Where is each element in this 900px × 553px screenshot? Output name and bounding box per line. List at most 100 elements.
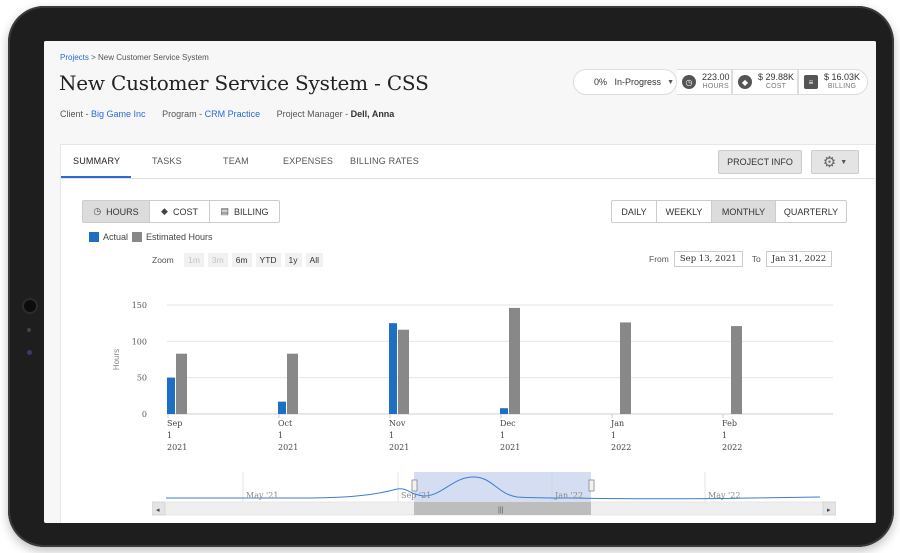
project-info-button[interactable]: PROJECT INFO xyxy=(718,150,802,174)
zoom-label: Zoom xyxy=(152,255,174,265)
manager-value: Dell, Anna xyxy=(350,109,395,119)
summary-card: SUMMARY TASKS TEAM EXPENSES BILLING RATE… xyxy=(60,144,876,523)
kpi-billing-label: BILLING xyxy=(827,83,857,90)
app-screen: Projects > New Customer Service System N… xyxy=(44,41,876,523)
tab-team[interactable]: TEAM xyxy=(223,156,249,166)
breadcrumb-current: New Customer Service System xyxy=(98,53,209,62)
kpi-cost-value: $ 29.88K xyxy=(758,72,795,82)
legend-actual[interactable]: Actual xyxy=(103,232,129,242)
grip-icon: ||| xyxy=(498,507,504,514)
zoom-1y-button[interactable]: 1y xyxy=(284,253,302,267)
billing-icon: ≡ xyxy=(804,75,818,89)
sensor-icon xyxy=(27,350,32,355)
y-tick-label: 50 xyxy=(137,374,147,383)
zoom-1m-button[interactable]: 1m xyxy=(184,253,204,267)
x-tick-label: 2021 xyxy=(167,443,187,452)
tab-expenses[interactable]: EXPENSES xyxy=(283,156,334,166)
navigator-scrollbar-thumb[interactable] xyxy=(414,502,591,515)
tab-tasks[interactable]: TASKS xyxy=(152,156,182,166)
quarterly-button[interactable]: QUARTERLY xyxy=(783,206,839,217)
bar-actual[interactable] xyxy=(500,408,508,414)
hours-toggle-button[interactable]: ◷ HOURS xyxy=(83,201,150,222)
bar-estimated[interactable] xyxy=(287,353,298,414)
weekly-button[interactable]: WEEKLY xyxy=(657,201,712,222)
sensor-icon xyxy=(27,328,31,332)
project-header: Projects > New Customer Service System N… xyxy=(44,41,876,133)
navigator-left-handle[interactable] xyxy=(411,479,418,492)
x-tick-label: 2021 xyxy=(278,443,298,452)
x-tick-label: 2022 xyxy=(611,443,631,452)
navigator-series-line xyxy=(166,476,821,500)
tab-bar: SUMMARY TASKS TEAM EXPENSES BILLING RATE… xyxy=(61,145,876,179)
x-tick-label: 2022 xyxy=(722,443,742,452)
billing-toggle-label: BILLING xyxy=(234,206,269,217)
status-state: In-Progress xyxy=(614,77,662,87)
from-date-input[interactable]: Sep 13, 2021 xyxy=(673,251,743,267)
tag-icon: ◆ xyxy=(161,206,168,216)
x-tick-label: Feb xyxy=(722,419,737,428)
scroll-left-button[interactable] xyxy=(152,501,166,516)
to-label: To xyxy=(751,254,761,264)
x-tick-label: Nov xyxy=(389,419,406,428)
bar-estimated[interactable] xyxy=(176,353,187,414)
breadcrumb-projects-link[interactable]: Projects xyxy=(60,53,89,62)
program-link[interactable]: CRM Practice xyxy=(204,109,261,119)
from-label: From xyxy=(649,254,669,264)
chart-navigator[interactable]: May '21 Sep '21 Jan '22 May '22 ◂ ||| ▸ xyxy=(152,472,836,516)
navigator-right-handle[interactable] xyxy=(588,479,595,492)
caret-down-icon: ▼ xyxy=(667,78,674,86)
bar-actual[interactable] xyxy=(389,323,397,414)
x-tick-label: Sep xyxy=(167,419,182,428)
navigator-label-may21: May '21 xyxy=(246,491,278,500)
kpi-billing: ≡ $ 16.03K BILLING xyxy=(798,69,868,95)
to-date-input[interactable]: Jan 31, 2022 xyxy=(765,251,833,267)
x-tick-label: Jan xyxy=(610,419,624,428)
kpi-hours-label: HOURS xyxy=(702,83,729,90)
hours-bar-chart: 0 50 100 150 Hours Sep 1 2021 Oct 1 2021 Nov 1 2021 De… xyxy=(112,301,833,452)
zoom-3m-button[interactable]: 3m xyxy=(207,253,228,267)
billing-icon: ▤ xyxy=(220,206,229,216)
legend-estimated[interactable]: Estimated Hours xyxy=(146,232,213,242)
bar-estimated[interactable] xyxy=(620,322,631,414)
tab-summary[interactable]: SUMMARY xyxy=(73,156,121,166)
x-tick-label: 1 xyxy=(389,431,394,440)
kpi-cost-label: COST xyxy=(765,83,787,90)
gear-icon: ⚙ xyxy=(822,153,837,171)
navigator-label-jan22: Jan '22 xyxy=(554,491,583,500)
navigator-selection[interactable] xyxy=(414,472,591,502)
x-tick-label: 1 xyxy=(500,431,505,440)
breadcrumb: Projects > New Customer Service System xyxy=(60,53,209,62)
clock-icon: ◷ xyxy=(682,75,696,89)
date-range: From Sep 13, 2021 To Jan 31, 2022 xyxy=(649,251,833,267)
settings-button[interactable]: ⚙ ▼ xyxy=(811,150,859,174)
project-meta: Client - Big Game Inc Program - CRM Prac… xyxy=(60,109,394,119)
tab-billing-rates[interactable]: BILLING RATES xyxy=(350,156,419,166)
legend-swatch-actual xyxy=(89,232,99,242)
arrow-left-icon: ◂ xyxy=(156,507,160,514)
metric-toggle: ◷ HOURS ◆ COST ▤ BILLING xyxy=(82,200,280,223)
bar-actual[interactable] xyxy=(167,377,175,414)
y-tick-label: 0 xyxy=(142,410,147,419)
bar-estimated[interactable] xyxy=(731,326,742,414)
billing-toggle-button[interactable]: ▤ BILLING xyxy=(210,201,279,222)
daily-button[interactable]: DAILY xyxy=(612,201,657,222)
zoom-ytd-button[interactable]: YTD xyxy=(255,253,281,267)
breadcrumb-separator: > xyxy=(88,53,99,62)
x-tick-label: Oct xyxy=(278,419,293,428)
zoom-selector: Zoom 1m 3m 6m YTD 1y All xyxy=(152,253,323,267)
monthly-button[interactable]: MONTHLY xyxy=(712,201,776,222)
bar-actual[interactable] xyxy=(278,401,286,414)
bar-estimated[interactable] xyxy=(509,307,520,414)
client-link[interactable]: Big Game Inc xyxy=(91,109,146,119)
cost-toggle-button[interactable]: ◆ COST xyxy=(150,201,210,222)
navigator-label-sep21: Sep '21 xyxy=(401,491,431,500)
zoom-all-button[interactable]: All xyxy=(305,253,323,267)
program-label: Program - xyxy=(162,109,205,119)
zoom-6m-button[interactable]: 6m xyxy=(231,253,252,267)
x-tick-label: 2021 xyxy=(500,443,520,452)
scroll-right-button[interactable] xyxy=(822,501,836,516)
bar-estimated[interactable] xyxy=(398,329,409,414)
legend-swatch-estimated xyxy=(132,232,143,242)
chart-legend: Actual Estimated Hours xyxy=(89,232,213,242)
status-dropdown[interactable]: 0% In-Progress ▼ xyxy=(573,69,677,95)
